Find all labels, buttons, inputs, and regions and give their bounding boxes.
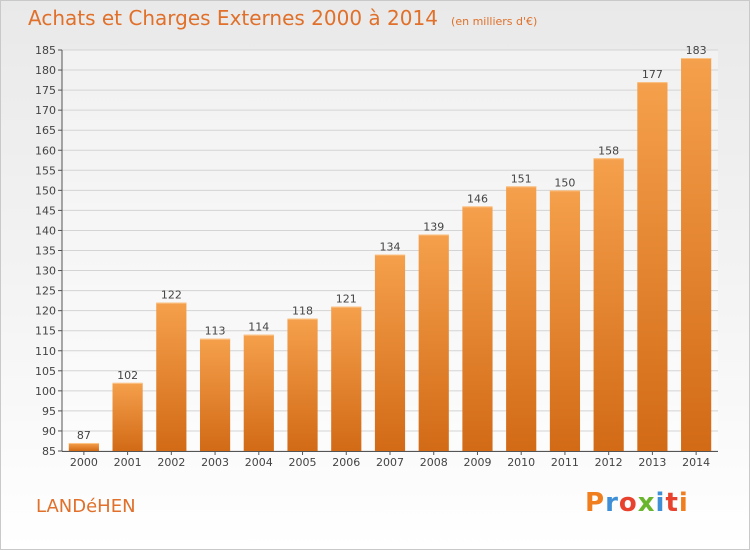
data-label: 87	[77, 429, 91, 442]
data-label: 150	[554, 176, 575, 189]
bar	[549, 190, 581, 451]
chart-title: Achats et Charges Externes 2000 à 2014	[28, 6, 438, 30]
data-label: 177	[642, 68, 663, 81]
x-tick-label: 2012	[595, 456, 623, 469]
x-tick-label: 2000	[70, 456, 98, 469]
y-tick-label: 145	[35, 204, 56, 217]
data-label: 139	[423, 220, 444, 233]
bar	[374, 254, 406, 451]
y-tick-label: 105	[35, 365, 56, 378]
y-tick-label: 100	[35, 385, 56, 398]
y-tick-label: 150	[35, 184, 56, 197]
x-tick-label: 2013	[638, 456, 666, 469]
data-label: 114	[248, 321, 269, 334]
x-tick-label: 2009	[463, 456, 491, 469]
bar	[287, 318, 318, 451]
data-label: 151	[511, 172, 532, 185]
logo-letter: P	[585, 488, 606, 518]
proxiti-logo[interactable]: Proxiti	[585, 488, 689, 518]
data-label: 102	[117, 369, 138, 382]
x-tick-label: 2005	[289, 456, 317, 469]
x-tick-label: 2004	[245, 456, 273, 469]
bar	[68, 442, 99, 451]
logo-letter: t	[665, 488, 679, 518]
logo-letter: i	[655, 488, 666, 518]
y-tick-label: 130	[35, 265, 56, 278]
y-tick-label: 175	[35, 84, 56, 97]
y-tick-label: 90	[42, 425, 56, 438]
x-tick-label: 2003	[201, 456, 229, 469]
x-tick-label: 2008	[420, 456, 448, 469]
x-tick-label: 2001	[114, 456, 142, 469]
y-tick-label: 170	[35, 104, 56, 117]
bar	[593, 158, 624, 451]
bar	[199, 338, 231, 451]
bar	[506, 186, 537, 451]
x-tick-label: 2006	[332, 456, 360, 469]
bar	[243, 334, 274, 451]
x-axis-ticks: 2000 2001 2002 2003 2004 2005 2006 2007 2008 2009…	[70, 451, 710, 469]
logo-letter: o	[618, 488, 638, 518]
y-tick-label: 160	[35, 144, 56, 157]
logo-letter: x	[637, 488, 656, 518]
data-label: 121	[336, 293, 357, 306]
data-label: 122	[161, 289, 182, 302]
data-label: 113	[205, 325, 226, 338]
chart-subtitle: (en milliers d'€)	[451, 15, 538, 28]
bar	[637, 82, 668, 451]
y-tick-label: 95	[42, 405, 56, 418]
data-label: 134	[380, 241, 401, 254]
data-label: 183	[686, 44, 707, 57]
bar	[331, 306, 362, 451]
y-tick-label: 85	[42, 445, 56, 458]
y-tick-label: 140	[35, 224, 56, 237]
bar	[418, 234, 449, 451]
y-tick-label: 155	[35, 164, 56, 177]
data-label: 158	[598, 144, 619, 157]
bars	[68, 58, 712, 452]
commune-name: LANDéHEN	[36, 496, 136, 517]
bar	[112, 382, 143, 451]
x-tick-label: 2011	[551, 456, 579, 469]
bar	[681, 58, 712, 452]
x-tick-label: 2010	[507, 456, 535, 469]
logo-letter: r	[605, 488, 619, 518]
y-tick-label: 110	[35, 345, 56, 358]
bar	[156, 302, 187, 451]
x-tick-label: 2002	[157, 456, 185, 469]
y-tick-label: 165	[35, 124, 56, 137]
y-tick-label: 125	[35, 285, 56, 298]
data-label: 118	[292, 305, 313, 318]
x-tick-label: 2007	[376, 456, 404, 469]
y-tick-label: 115	[35, 325, 56, 338]
bar	[462, 206, 493, 451]
y-tick-label: 135	[35, 245, 56, 258]
logo-letter: i	[678, 488, 689, 518]
y-axis-ticks: 85 90 95 100 105 110 115 120 125 130 135 140 145 150 1…	[35, 44, 62, 458]
x-tick-label: 2014	[682, 456, 710, 469]
data-labels: 87 102 122 113 114 118 121 134 139 146 151 150 158 17…	[77, 44, 707, 442]
y-tick-label: 180	[35, 64, 56, 77]
y-tick-label: 120	[35, 305, 56, 318]
data-label: 146	[467, 192, 488, 205]
y-tick-label: 185	[35, 44, 56, 57]
chart-title-block: Achats et Charges Externes 2000 à 2014 (…	[28, 6, 537, 30]
